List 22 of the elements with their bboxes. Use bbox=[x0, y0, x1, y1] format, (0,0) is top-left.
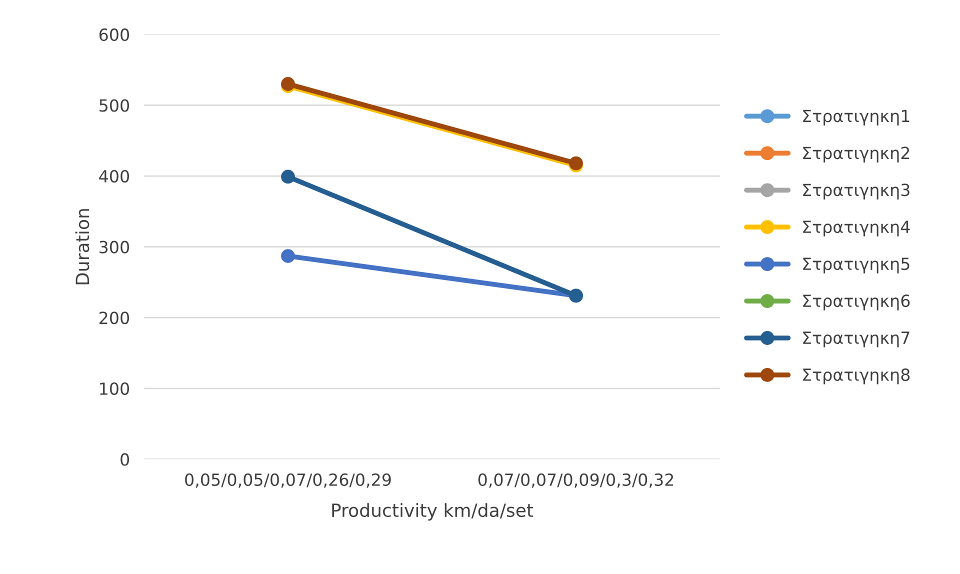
y-tick-label: 400 bbox=[99, 170, 130, 183]
y-tick-label: 500 bbox=[100, 99, 130, 112]
legend-label: Στρατιγηκη2 bbox=[803, 146, 910, 162]
legend-label: Στρατιγηκη4 bbox=[803, 220, 910, 236]
x-tick-label: 0,07/0,07/0,09/0,3/0,32 bbox=[478, 473, 674, 488]
x-axis-title: Productivity km/da/set bbox=[332, 503, 534, 521]
y-tick-label: 200 bbox=[100, 312, 130, 324]
legend-label: Στρατιγηκη6 bbox=[803, 294, 910, 310]
point bbox=[281, 249, 295, 263]
legend-label: Στρατιγηκη8 bbox=[803, 368, 910, 384]
legend-label: Στρατιγηκη5 bbox=[803, 258, 910, 274]
y-tick-label: 100 bbox=[100, 382, 130, 395]
point bbox=[281, 170, 295, 184]
y-tick-label: 600 bbox=[99, 28, 130, 42]
y-tick-label: 0 bbox=[120, 453, 130, 466]
legend-label: Στρατιγηκη7 bbox=[803, 332, 910, 348]
legend-label: Στρατιγηκη1 bbox=[803, 110, 910, 126]
legend-label: Στρατιγηκη3 bbox=[803, 184, 910, 200]
y-tick-label: 300 bbox=[100, 240, 130, 254]
point bbox=[281, 77, 295, 91]
y-axis-title: Duration bbox=[75, 209, 90, 284]
x-tick-label: 0,05/0,05/0,07/0,26/0,29 bbox=[185, 473, 391, 488]
